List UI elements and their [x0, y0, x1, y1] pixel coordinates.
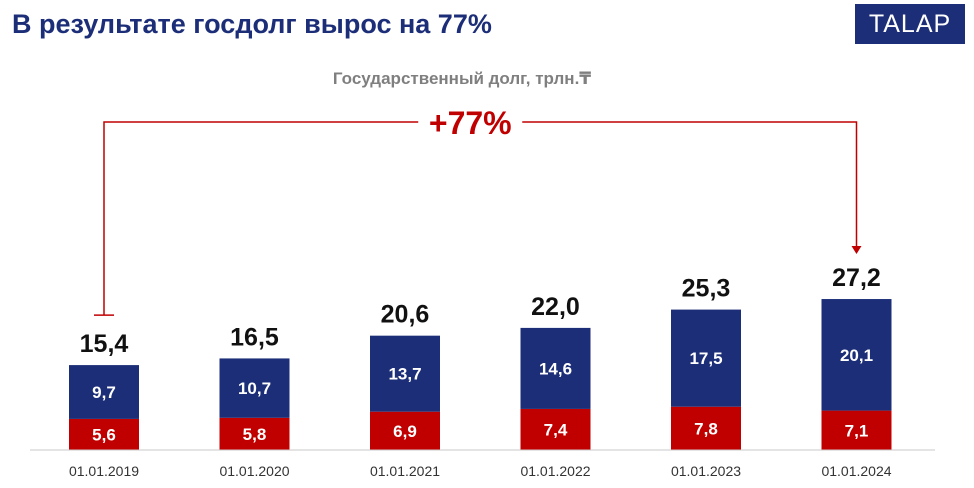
segment-value-label: 17,5: [689, 349, 722, 368]
chart-title: Государственный долг, трлн.₸: [333, 69, 591, 88]
segment-value-label: 7,1: [845, 421, 869, 440]
bar-segment-bottom: [821, 410, 892, 450]
segment-value-label: 6,9: [393, 422, 417, 441]
growth-arrowhead: [851, 246, 862, 255]
bar-group: 7,8 17,5 25,3: [671, 275, 741, 450]
segment-value-label: 7,4: [544, 420, 568, 439]
bar-segment-bottom: [219, 417, 290, 450]
total-value-label: 15,4: [80, 330, 129, 358]
x-tick-label: 01.01.2019: [69, 463, 139, 479]
bar-segment-top: [671, 309, 741, 407]
growth-bracket: [103, 121, 419, 316]
segment-value-label: 5,6: [92, 425, 116, 444]
x-tick-labels: 01.01.2019 01.01.2020 01.01.2021 01.01.2022…: [69, 463, 892, 479]
segment-value-label: 20,1: [840, 346, 873, 365]
total-value-label: 20,6: [381, 301, 430, 329]
bar-segment-bottom: [370, 411, 440, 450]
total-value-label: 22,0: [531, 293, 580, 321]
segment-value-label: 7,8: [694, 419, 718, 438]
bar-segment-top: [520, 327, 591, 409]
total-value-label: 16,5: [230, 323, 279, 351]
segment-value-label: 14,6: [539, 359, 572, 378]
x-tick-label: 01.01.2021: [370, 463, 440, 479]
growth-annotation: +77%: [94, 105, 862, 316]
slide-title: В результате госдолг вырос на 77%: [12, 9, 492, 39]
bar-group: 5,8 10,7 16,5: [219, 323, 290, 450]
growth-bracket-right: [522, 121, 858, 248]
growth-label: +77%: [429, 105, 512, 141]
bar-group: 7,1 20,1 27,2: [821, 264, 892, 450]
bar-segment-bottom: [671, 406, 741, 450]
bars: 5,6 9,7 15,4 5,8 10,7 16,5 6,9 13,7 20,6 7,4 14,6 2…: [69, 264, 892, 450]
x-tick-label: 01.01.2024: [821, 463, 891, 479]
bar-group: 5,6 9,7 15,4: [69, 330, 139, 450]
x-tick-label: 01.01.2020: [219, 463, 289, 479]
bar-segment-top: [821, 299, 892, 411]
x-tick-label: 01.01.2022: [520, 463, 590, 479]
bar-segment-top: [219, 358, 290, 418]
bar-group: 7,4 14,6 22,0: [520, 293, 591, 450]
talap-logo: TALAP: [855, 4, 965, 44]
bar-segment-top: [69, 365, 139, 419]
total-value-label: 25,3: [682, 275, 731, 303]
segment-value-label: 13,7: [388, 365, 421, 384]
segment-value-label: 5,8: [243, 425, 267, 444]
segment-value-label: 10,7: [238, 379, 271, 398]
bar-segment-bottom: [69, 418, 139, 450]
bar-segment-bottom: [520, 408, 591, 450]
bar-group: 6,9 13,7 20,6: [370, 301, 440, 450]
total-value-label: 27,2: [832, 264, 881, 292]
bar-segment-top: [370, 335, 440, 412]
x-tick-label: 01.01.2023: [671, 463, 741, 479]
segment-value-label: 9,7: [92, 383, 116, 402]
